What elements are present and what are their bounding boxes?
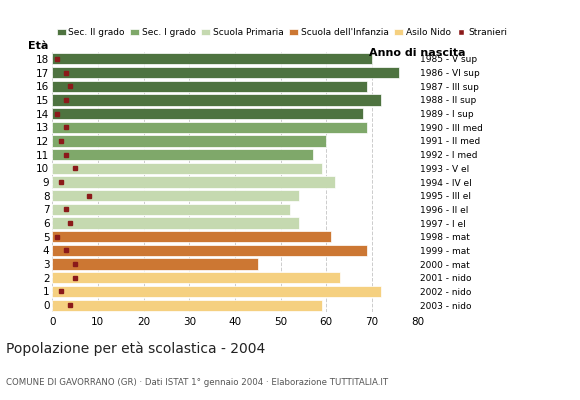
Bar [52,163,322,174]
Bar [52,272,340,283]
Text: COMUNE DI GAVORRANO (GR) · Dati ISTAT 1° gennaio 2004 · Elaborazione TUTTITALIA.: COMUNE DI GAVORRANO (GR) · Dati ISTAT 1°… [6,378,388,387]
Bar [52,258,258,270]
Bar [52,300,322,311]
Bar [52,190,299,201]
Bar [52,176,335,188]
Bar [52,80,367,92]
Bar [52,108,363,119]
Bar [52,135,326,146]
Text: Popolazione per età scolastica - 2004: Popolazione per età scolastica - 2004 [6,342,265,356]
Y-axis label: Anno di nascita: Anno di nascita [369,48,466,58]
Bar [52,204,289,215]
Bar [52,67,399,78]
Bar [52,122,367,133]
Legend: Sec. II grado, Sec. I grado, Scuola Primaria, Scuola dell'Infanzia, Asilo Nido, : Sec. II grado, Sec. I grado, Scuola Prim… [57,28,508,37]
Bar [52,94,381,106]
Bar [52,149,313,160]
Bar [52,231,331,242]
Bar [52,53,372,64]
Text: Età: Età [28,41,49,51]
Bar [52,245,367,256]
Bar [52,286,381,297]
Bar [52,218,299,229]
